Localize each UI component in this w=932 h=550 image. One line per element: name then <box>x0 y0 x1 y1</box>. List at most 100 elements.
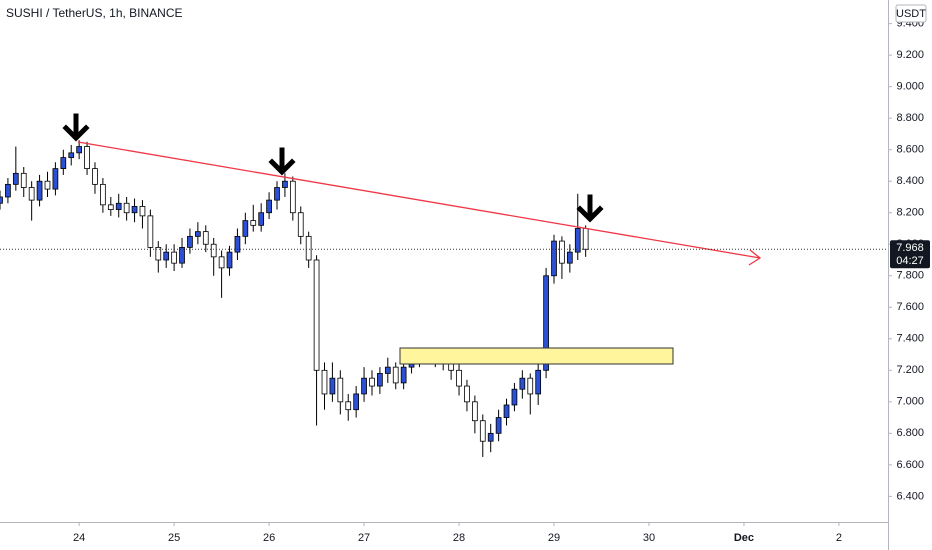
candle-body <box>187 235 193 248</box>
candle-body <box>519 377 526 390</box>
x-tick-label: 25 <box>168 532 180 544</box>
candle-body <box>377 373 383 387</box>
last-price-label: 7.968 <box>896 242 924 254</box>
trend-line <box>77 141 761 259</box>
y-tick-label: 7.000 <box>896 396 924 408</box>
candle-body <box>274 187 280 201</box>
candle-body <box>337 377 344 403</box>
y-tick-label: 8.200 <box>896 207 924 219</box>
candle-body <box>258 212 265 226</box>
y-tick-label: 6.600 <box>896 459 924 471</box>
candle-body <box>305 235 312 261</box>
x-tick-label: 24 <box>73 532 85 544</box>
candle-body <box>5 183 11 198</box>
candle-body <box>100 183 106 206</box>
candle-body <box>535 369 542 395</box>
candle-body <box>329 377 336 395</box>
x-tick-label: 2 <box>836 532 842 544</box>
y-tick-label: 8.600 <box>896 144 924 156</box>
candle-body <box>400 366 407 384</box>
candle-body <box>472 401 478 422</box>
candle-body <box>84 146 90 170</box>
candle-body <box>487 432 494 442</box>
candle-body <box>511 388 518 406</box>
candle-body <box>250 220 257 226</box>
candle-body <box>60 157 67 170</box>
candle-body <box>202 231 209 245</box>
time-axis-panel <box>0 522 888 550</box>
y-tick-label: 9.200 <box>896 49 924 61</box>
candle-body <box>92 168 98 185</box>
candle-body <box>123 202 130 214</box>
y-tick-label: 9.000 <box>896 81 924 93</box>
candle-body <box>495 417 502 434</box>
candle-body <box>210 243 217 258</box>
candle-body <box>76 146 82 154</box>
candle-body <box>321 369 328 395</box>
x-tick-label: 27 <box>358 532 370 544</box>
candle-body <box>464 385 470 403</box>
candle-body <box>107 204 114 210</box>
candle-body <box>234 235 241 253</box>
candle-body <box>52 168 59 190</box>
chart-title: SUSHI / TetherUS, 1h, BINANCE <box>6 6 183 20</box>
candle-body <box>179 246 185 264</box>
countdown: 04:27 <box>896 255 924 267</box>
candle-body <box>345 401 352 411</box>
y-tick-label: 7.800 <box>896 270 924 282</box>
candle-body <box>68 152 75 158</box>
candle-body <box>361 377 367 395</box>
candle-body <box>384 366 391 374</box>
candle-body <box>131 206 138 214</box>
candle-body <box>12 172 19 185</box>
candle-body <box>218 256 225 269</box>
down-arrow-head <box>576 205 604 223</box>
trend-arrowhead <box>748 249 762 266</box>
candle-body <box>28 187 35 201</box>
candle-body <box>527 377 534 395</box>
x-tick-label: Dec <box>734 532 754 544</box>
candle-body <box>313 259 320 371</box>
down-arrow-head <box>268 158 296 176</box>
candle-body <box>574 228 581 253</box>
x-tick-label: 26 <box>263 532 275 544</box>
candle-body <box>353 393 360 411</box>
candle-body <box>20 172 27 188</box>
candle-body <box>289 180 296 214</box>
y-tick-label: 8.800 <box>896 112 924 124</box>
candle-body <box>147 215 154 248</box>
candle-body <box>115 202 122 210</box>
candle-body <box>226 251 233 269</box>
candle-body <box>44 180 51 190</box>
candle-body <box>195 231 201 237</box>
candle-body <box>582 228 589 250</box>
y-tick-label: 7.200 <box>896 364 924 376</box>
price-axis-panel <box>888 0 932 550</box>
candle-body <box>266 199 272 214</box>
x-tick-label: 30 <box>643 532 655 544</box>
candle-body <box>456 369 462 387</box>
candle-body <box>551 240 557 277</box>
support-zone <box>399 347 674 365</box>
currency: USDT <box>896 8 926 20</box>
candle-body <box>559 240 565 264</box>
y-tick-label: 7.400 <box>896 333 924 345</box>
candle-body <box>171 251 177 264</box>
candle-body <box>392 366 399 384</box>
candle-body <box>503 404 510 418</box>
currency-box <box>895 4 927 23</box>
candle-body <box>242 220 249 237</box>
candle-body <box>139 206 146 217</box>
candle-body <box>36 180 43 201</box>
markers <box>62 113 604 223</box>
candle-body <box>566 251 573 264</box>
candle-body <box>543 275 549 371</box>
candle-body <box>479 420 486 442</box>
y-tick-label: 6.400 <box>896 490 924 502</box>
y-tick-label: 7.600 <box>896 301 924 313</box>
candle-body <box>282 180 288 188</box>
x-tick-label: 28 <box>453 532 465 544</box>
down-arrow-head <box>62 124 90 142</box>
